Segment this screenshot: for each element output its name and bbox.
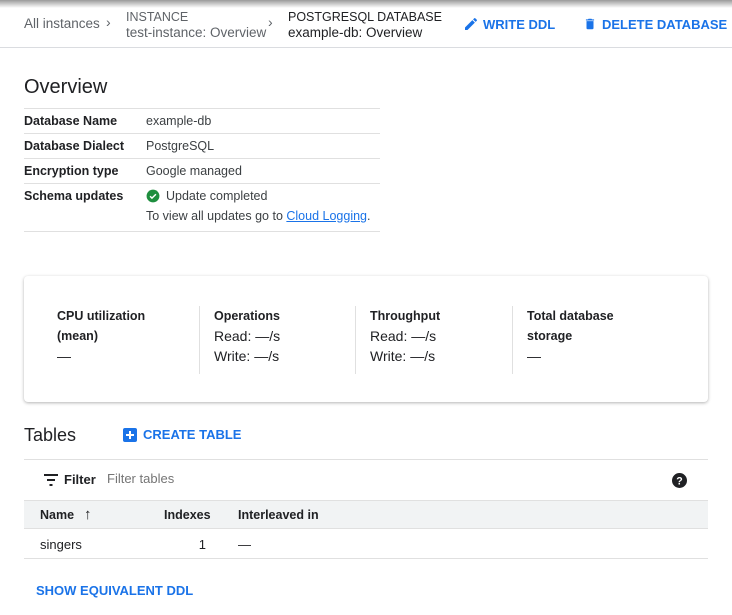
divider [512,306,513,374]
show-equivalent-ddl-button[interactable]: SHOW EQUIVALENT DDL [36,583,194,598]
row-key: Database Dialect [24,139,125,153]
overview-title: Overview [24,76,108,98]
cloud-logging-link[interactable]: Cloud Logging [286,209,367,223]
row-value: PostgreSQL [146,139,215,153]
pencil-icon [465,17,477,30]
metric-storage: Total database storage — [527,306,683,368]
chevron-right-icon: › [106,14,111,30]
write-ddl-button[interactable]: WRITE DDL [463,16,555,32]
metric-write: Write: —/s [214,348,280,364]
row-value: example-db [146,114,212,128]
database-name: example-db: Overview [288,25,423,40]
filter-input[interactable] [107,471,507,486]
overview-row: Encryption type Google managed [24,159,380,184]
table-interleaved: — [238,537,251,552]
metric-title: Total database storage [527,309,614,343]
metric-read: Read: —/s [370,328,437,344]
instance-name: test-instance: Overview [126,25,267,40]
table-row: singers 1 — [24,529,708,559]
schema-note-end: . [367,209,371,223]
check-circle-icon [146,189,160,203]
schema-status: Update completed [166,189,268,203]
divider [199,306,200,374]
row-key: Encryption type [24,164,119,178]
metric-write: Write: —/s [370,348,436,364]
metric-operations: Operations Read: —/s Write: —/s [214,306,370,368]
metrics-card: CPU utilization (mean) — Operations Read: … [24,276,708,402]
column-indexes[interactable]: Indexes [164,508,211,522]
metric-cpu: CPU utilization (mean) — [57,306,213,368]
arrow-up-icon: ↑ [84,506,92,523]
database-label: POSTGRESQL DATABASE [288,10,442,24]
tables-title: Tables [24,425,77,445]
divider [355,306,356,374]
row-value: Google managed [146,164,242,178]
write-ddl-label: WRITE DDL [483,16,556,32]
trash-icon [585,18,595,30]
metric-value: — [57,348,71,364]
filter-icon [44,473,58,486]
column-name-label: Name [40,508,75,522]
chevron-right-icon: › [268,14,273,30]
filter-label: Filter [64,472,96,487]
row-key: Schema updates [24,189,124,203]
metric-title: CPU utilization (mean) [57,309,146,343]
breadcrumb-instance[interactable]: INSTANCE test-instance: Overview [126,9,266,41]
delete-database-label: DELETE DATABASE [602,16,728,32]
row-key: Database Name [24,114,118,128]
delete-database-button[interactable]: DELETE DATABASE [583,16,727,32]
breadcrumb-all-instances[interactable]: All instances [24,16,100,31]
column-name[interactable]: Name ↑ [40,506,92,523]
table-header: Name ↑ Indexes Interleaved in [24,500,708,529]
column-interleaved[interactable]: Interleaved in [238,508,319,522]
overview-row: Database Dialect PostgreSQL [24,134,380,159]
schema-note: To view all updates go to [146,209,287,223]
metric-title: Throughput [370,309,441,323]
metric-read: Read: —/s [214,328,281,344]
metric-throughput: Throughput Read: —/s Write: —/s [370,306,526,368]
table-indexes: 1 [198,537,206,552]
create-table-label: CREATE TABLE [143,427,242,442]
breadcrumb-database: POSTGRESQL DATABASE example-db: Overview [288,9,442,41]
filter-button[interactable]: Filter [44,472,96,487]
divider [24,459,708,460]
instance-label: INSTANCE [126,10,189,24]
overview-row: Schema updates Update completed To view … [24,184,380,232]
metric-title: Operations [214,309,280,323]
header: All instances › INSTANCE test-instance: … [0,0,732,48]
top-shadow [0,0,732,8]
overview-table: Database Name example-db Database Dialect… [24,108,380,232]
help-icon[interactable]: ? [672,473,687,488]
table-name-link[interactable]: singers [40,537,82,552]
svg-text:?: ? [676,475,682,487]
add-box-icon [123,427,137,442]
metric-value: — [527,348,541,364]
overview-row: Database Name example-db [24,109,380,134]
create-table-button[interactable]: CREATE TABLE [123,427,241,442]
